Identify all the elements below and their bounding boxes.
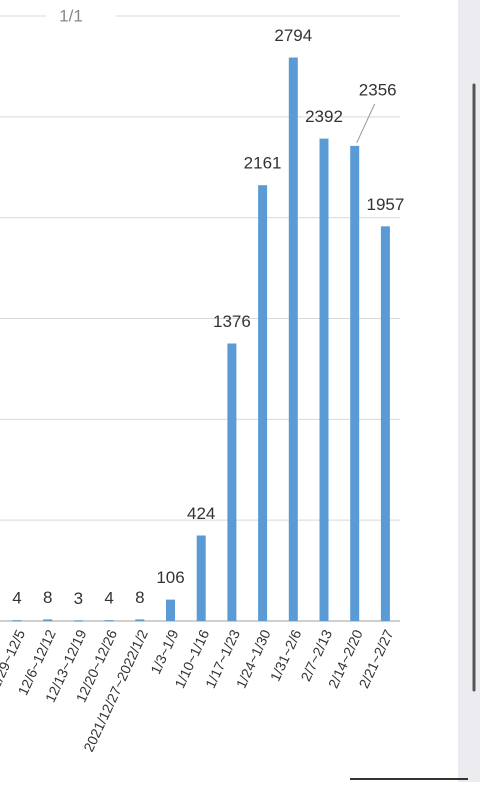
- bar: [166, 599, 175, 621]
- bar: [12, 620, 22, 622]
- data-label: 3: [74, 589, 83, 608]
- bar: [196, 535, 206, 621]
- scrollbar-track: [458, 0, 480, 782]
- bar: [258, 185, 268, 621]
- bar: [350, 145, 360, 621]
- data-label: 1376: [213, 312, 251, 331]
- data-label: 424: [187, 504, 215, 523]
- bar: [380, 226, 390, 622]
- page-indicator-bg: [46, 6, 116, 28]
- data-label: 106: [156, 568, 184, 587]
- data-label: 2392: [305, 107, 343, 126]
- bar: [227, 343, 237, 621]
- data-label: 4: [104, 589, 113, 608]
- data-label: 4: [12, 589, 21, 608]
- plot-area: 411/29~12/5812/6~12/12312/13~12/19412/20…: [0, 15, 404, 754]
- bar: [43, 619, 53, 621]
- x-tick-label: 1/3~1/9: [147, 627, 181, 677]
- bar: [135, 619, 145, 621]
- data-label: 1957: [366, 195, 404, 214]
- data-label: 8: [135, 588, 144, 607]
- bar: [319, 138, 329, 621]
- leader-line: [356, 103, 376, 144]
- data-label: 2794: [274, 26, 312, 45]
- page-indicator: 1/1: [59, 6, 83, 25]
- bar: [104, 620, 114, 622]
- data-label: 2356: [359, 80, 397, 99]
- bar: [73, 620, 83, 622]
- data-label: 2161: [244, 154, 282, 173]
- bar: [288, 57, 298, 621]
- data-label: 8: [43, 588, 52, 607]
